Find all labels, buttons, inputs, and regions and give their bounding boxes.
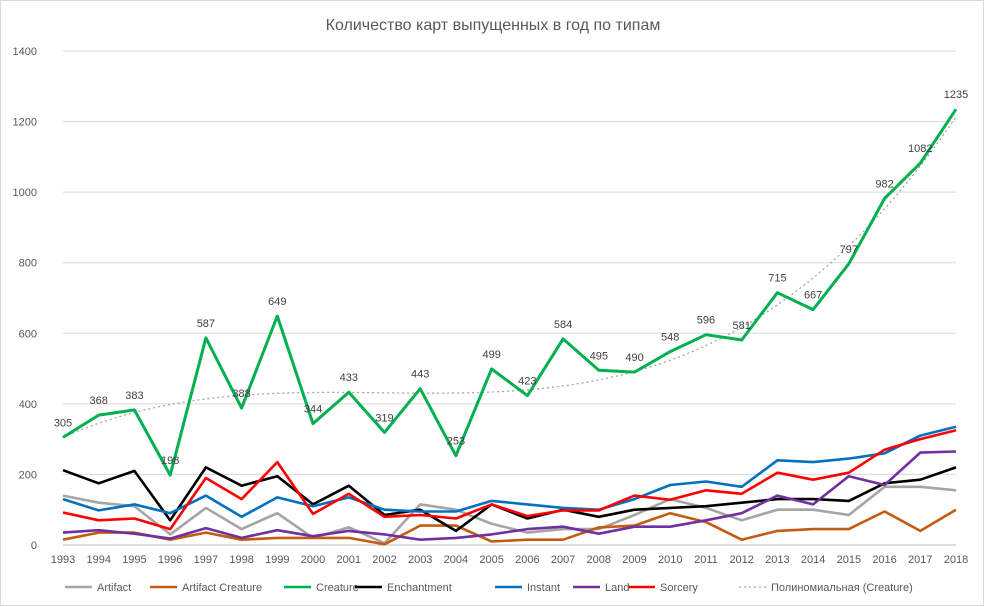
data-label: 596 — [697, 315, 715, 327]
series-line-creature — [62, 108, 958, 477]
x-tick-label: 2002 — [372, 554, 396, 566]
x-tick-label: 2012 — [729, 554, 753, 566]
legend-item: Instant — [495, 582, 560, 594]
data-label: 584 — [554, 319, 572, 331]
data-label: 433 — [340, 372, 358, 384]
data-label: 587 — [197, 318, 215, 330]
data-label: 982 — [875, 178, 893, 190]
x-tick-label: 2001 — [337, 554, 361, 566]
y-tick-label: 600 — [19, 328, 37, 340]
data-label: 581 — [733, 320, 751, 332]
x-tick-label: 2016 — [872, 554, 896, 566]
data-label: 797 — [840, 244, 858, 256]
x-tick-label: 1997 — [194, 554, 218, 566]
legend-item: Artifact Creature — [150, 582, 262, 594]
x-tick-label: 1993 — [51, 554, 75, 566]
data-label: 715 — [768, 273, 786, 285]
legend-label: Полиномиальная (Creature) — [771, 582, 913, 594]
legend-label: Artifact Creature — [182, 582, 262, 594]
x-tick-label: 2015 — [837, 554, 861, 566]
data-label: 383 — [125, 390, 143, 402]
legend-item: Artifact — [65, 582, 131, 594]
data-label: 548 — [661, 332, 679, 344]
x-tick-label: 2010 — [658, 554, 682, 566]
data-labels: 305 368 383 198 587 388 649 344 433 319 443 253 499 4… — [54, 89, 968, 467]
data-label: 253 — [447, 436, 465, 448]
y-tick-label: 0 — [31, 540, 37, 552]
x-tick-label: 2018 — [944, 554, 968, 566]
data-label: 1235 — [944, 89, 968, 101]
legend-item: Land — [573, 582, 629, 594]
y-tick-label: 200 — [19, 469, 37, 481]
x-tick-label: 2007 — [551, 554, 575, 566]
x-tick-label: 2008 — [587, 554, 611, 566]
x-tick-label: 2000 — [301, 554, 325, 566]
series-line-artifact-creature — [62, 508, 957, 546]
legend-label: Enchantment — [387, 582, 452, 594]
legend-item: Полиномиальная (Creature) — [739, 582, 913, 594]
data-label: 388 — [232, 388, 250, 400]
trendline — [62, 116, 957, 438]
legend-item: Enchantment — [355, 582, 452, 594]
x-tick-label: 1998 — [229, 554, 253, 566]
y-axis: 0 200 400 600 800 1000 1200 1400 — [13, 46, 37, 552]
series-line-instant — [62, 425, 957, 519]
series-line-artifact — [62, 485, 957, 545]
x-tick-label: 2011 — [694, 554, 718, 566]
trendline-creature — [62, 116, 957, 438]
x-tick-label: 2014 — [801, 554, 825, 566]
gridlines — [63, 50, 956, 546]
x-tick-label: 2004 — [444, 554, 468, 566]
series-lines — [62, 108, 958, 546]
y-tick-label: 400 — [19, 399, 37, 411]
x-tick-label: 1999 — [265, 554, 289, 566]
data-label: 490 — [625, 352, 643, 364]
series-line-sorcery — [62, 429, 957, 531]
y-tick-label: 1400 — [13, 46, 37, 58]
data-label: 649 — [268, 296, 286, 308]
x-tick-label: 1996 — [158, 554, 182, 566]
x-axis: 1993 1994 1995 1996 1997 1998 1999 2000 2001 2002… — [51, 554, 968, 566]
x-tick-label: 1994 — [86, 554, 110, 566]
data-label: 344 — [304, 404, 322, 416]
x-tick-label: 1995 — [122, 554, 146, 566]
y-tick-label: 1200 — [13, 117, 37, 129]
data-label: 319 — [375, 412, 393, 424]
x-tick-label: 2017 — [908, 554, 932, 566]
data-label: 198 — [161, 455, 179, 467]
data-label: 368 — [90, 395, 108, 407]
legend-item: Creature — [284, 582, 359, 594]
legend-label: Instant — [527, 582, 560, 594]
data-label: 1082 — [908, 143, 932, 155]
y-tick-label: 800 — [19, 258, 37, 270]
x-tick-label: 2009 — [622, 554, 646, 566]
y-tick-label: 1000 — [13, 187, 37, 199]
legend: Artifact Artifact Creature Creature Enchant… — [65, 582, 913, 594]
legend-label: Land — [605, 582, 629, 594]
data-label: 667 — [804, 290, 822, 302]
data-label: 423 — [518, 376, 536, 388]
chart-title: Количество карт выпущенных в год по типа… — [326, 17, 661, 34]
data-label: 305 — [54, 417, 72, 429]
x-tick-label: 2005 — [479, 554, 503, 566]
legend-label: Creature — [316, 582, 359, 594]
x-tick-label: 2013 — [765, 554, 789, 566]
legend-item: Sorcery — [628, 582, 698, 594]
series-line-land — [62, 450, 957, 542]
x-tick-label: 2006 — [515, 554, 539, 566]
legend-label: Artifact — [97, 582, 131, 594]
legend-label: Sorcery — [660, 582, 698, 594]
x-tick-label: 2003 — [408, 554, 432, 566]
data-label: 495 — [590, 350, 608, 362]
data-label: 443 — [411, 369, 429, 381]
data-label: 499 — [482, 349, 500, 361]
